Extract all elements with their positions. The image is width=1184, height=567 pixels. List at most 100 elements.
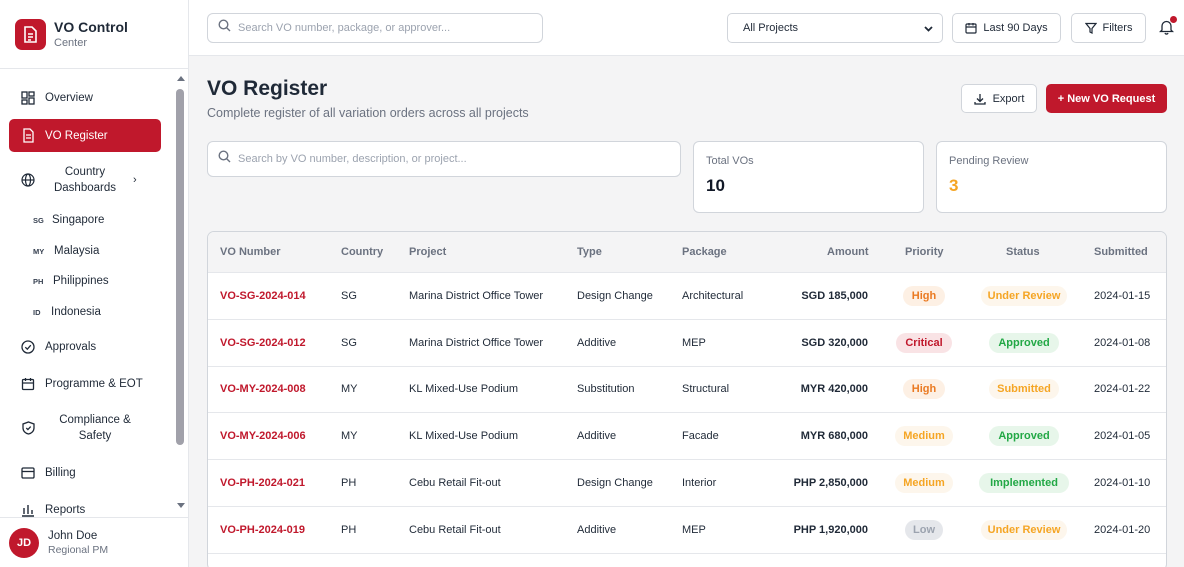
vo-type: Design Change <box>577 477 653 489</box>
filters-button[interactable]: Filters <box>1071 13 1146 43</box>
table-row[interactable]: VO-PH-2024-021 PH Cebu Retail Fit-out Desig… <box>208 460 1166 507</box>
sidebar-item-compliance[interactable]: Compliance & Safety <box>9 411 161 445</box>
country-code: SG <box>341 337 357 349</box>
vo-number-link[interactable]: VO-MY-2024-006 <box>220 430 306 442</box>
sidebar-subitem-malaysia[interactable]: MY Malaysia <box>33 245 99 257</box>
sidebar-item-country-dashboards[interactable]: Country Dashboards › <box>9 163 161 197</box>
sidebar-item-vo-register[interactable]: VO Register <box>9 119 161 152</box>
table-row[interactable]: VO-SG-2024-012 SG Marina District Office T… <box>208 320 1166 367</box>
submitted-date: 2024-01-10 <box>1094 477 1151 489</box>
sidebar-item-approvals[interactable]: Approvals <box>9 336 161 358</box>
table-row[interactable]: VO-MY-2024-006 MY KL Mixed-Use Podium Addit… <box>208 413 1166 460</box>
register-search-input[interactable] <box>238 153 528 165</box>
sidebar-subitem-philippines[interactable]: PH Philippines <box>33 275 109 287</box>
stat-value: 3 <box>949 176 959 195</box>
package-name: MEP <box>682 337 706 349</box>
sidebar-scrollbar[interactable] <box>175 69 186 517</box>
export-button[interactable]: Export <box>961 84 1037 113</box>
status-badge: Under Review <box>981 286 1067 306</box>
project-filter-value: All Projects <box>743 22 799 34</box>
document-icon <box>15 18 46 50</box>
notifications-button[interactable] <box>1158 16 1177 40</box>
sidebar-item-programme[interactable]: Programme & EOT <box>9 373 161 395</box>
project-name: KL Mixed-Use Podium <box>409 430 519 442</box>
column-header-type[interactable]: Type <box>577 246 602 258</box>
column-header-status[interactable]: Status <box>1006 246 1040 258</box>
project-name: KL Mixed-Use Podium <box>409 383 519 395</box>
sidebar: VO Control Center Overview VO Register C… <box>0 0 189 567</box>
scroll-down-arrow-icon[interactable] <box>177 503 185 508</box>
vo-type: Design Change <box>577 290 653 302</box>
register-search[interactable] <box>207 141 681 177</box>
status-badge: Submitted <box>989 379 1059 399</box>
page-title: VO Register <box>207 77 328 100</box>
bell-icon <box>1158 20 1175 39</box>
credit-card-icon <box>20 465 36 481</box>
user-profile[interactable]: JD John Doe Regional PM <box>0 517 188 567</box>
status-badge: Under Review <box>981 520 1067 540</box>
user-name: John Doe <box>48 529 98 542</box>
vo-number-link[interactable]: VO-PH-2024-019 <box>220 524 305 536</box>
sidebar-item-label: Approvals <box>45 341 97 353</box>
brand: VO Control Center <box>0 0 188 69</box>
brand-title: VO Control <box>54 18 128 35</box>
priority-badge: Medium <box>895 426 953 446</box>
sidebar-item-label: VO Register <box>45 129 108 142</box>
submitted-date: 2024-01-15 <box>1094 290 1151 302</box>
project-name: Marina District Office Tower <box>409 337 544 349</box>
country-code: SG <box>33 215 44 225</box>
chevron-down-icon <box>923 23 934 37</box>
sidebar-item-billing[interactable]: Billing <box>9 462 161 484</box>
sidebar-item-overview[interactable]: Overview <box>9 87 161 109</box>
scrollbar-thumb[interactable] <box>176 89 184 445</box>
table-row[interactable]: VO-SG-2024-014 SG Marina District Office T… <box>208 273 1166 320</box>
priority-badge: High <box>903 379 945 399</box>
global-search[interactable] <box>207 13 543 43</box>
country-code: PH <box>33 276 44 286</box>
column-header-priority[interactable]: Priority <box>905 246 944 258</box>
table-row[interactable]: VO-PH-2024-019 PH Cebu Retail Fit-out Addit… <box>208 507 1166 554</box>
column-header-vo-number[interactable]: VO Number <box>220 246 281 258</box>
sidebar-subitem-singapore[interactable]: SG Singapore <box>33 214 104 226</box>
package-name: Architectural <box>682 290 744 302</box>
table-row[interactable]: VO-MY-2024-008 MY KL Mixed-Use Podium Subst… <box>208 366 1166 413</box>
scroll-up-arrow-icon[interactable] <box>177 76 185 81</box>
project-filter-select[interactable]: All Projects <box>727 13 943 43</box>
country-code: MY <box>341 430 358 442</box>
sidebar-item-label: Programme & EOT <box>45 378 143 390</box>
amount-value: MYR 420,000 <box>800 383 868 395</box>
priority-badge: Low <box>905 520 943 540</box>
sidebar-subitem-indonesia[interactable]: ID Indonesia <box>33 306 101 318</box>
date-range-button[interactable]: Last 90 Days <box>952 13 1061 43</box>
amount-value: PHP 1,920,000 <box>793 524 868 536</box>
shield-icon <box>20 420 36 436</box>
country-name: Philippines <box>53 275 109 287</box>
table-header: VO Number Country Project Type Package A… <box>208 232 1166 273</box>
sidebar-item-reports[interactable]: Reports <box>9 499 161 517</box>
column-header-project[interactable]: Project <box>409 246 447 258</box>
vo-number-link[interactable]: VO-SG-2024-012 <box>220 337 306 349</box>
column-header-amount[interactable]: Amount <box>827 246 869 258</box>
global-search-input[interactable] <box>238 22 528 34</box>
grid-icon <box>20 90 36 106</box>
search-icon <box>218 150 231 168</box>
new-vo-request-button[interactable]: + New VO Request <box>1046 84 1167 113</box>
page-subtitle: Complete register of all variation order… <box>207 106 529 120</box>
submitted-date: 2024-01-20 <box>1094 524 1151 536</box>
column-header-country[interactable]: Country <box>341 246 384 258</box>
column-header-package[interactable]: Package <box>682 246 727 258</box>
vo-number-link[interactable]: VO-MY-2024-008 <box>220 383 306 395</box>
sidebar-item-label: Billing <box>45 467 76 479</box>
calendar-icon <box>965 22 977 34</box>
user-role: Regional PM <box>48 543 109 556</box>
priority-badge: Critical <box>896 333 952 353</box>
column-header-submitted[interactable]: Submitted <box>1094 246 1148 258</box>
vo-register-table: VO Number Country Project Type Package A… <box>207 231 1167 567</box>
vo-number-link[interactable]: VO-SG-2024-014 <box>220 290 306 302</box>
country-name: Indonesia <box>51 306 101 318</box>
package-name: MEP <box>682 524 706 536</box>
bar-chart-icon <box>20 502 36 517</box>
download-icon <box>973 93 986 105</box>
export-label: Export <box>992 92 1025 105</box>
vo-number-link[interactable]: VO-PH-2024-021 <box>220 477 305 489</box>
